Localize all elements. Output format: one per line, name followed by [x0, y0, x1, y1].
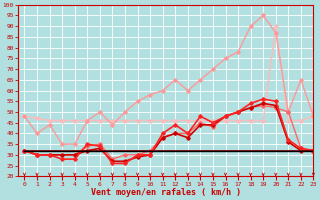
- X-axis label: Vent moyen/en rafales ( km/h ): Vent moyen/en rafales ( km/h ): [91, 188, 241, 197]
